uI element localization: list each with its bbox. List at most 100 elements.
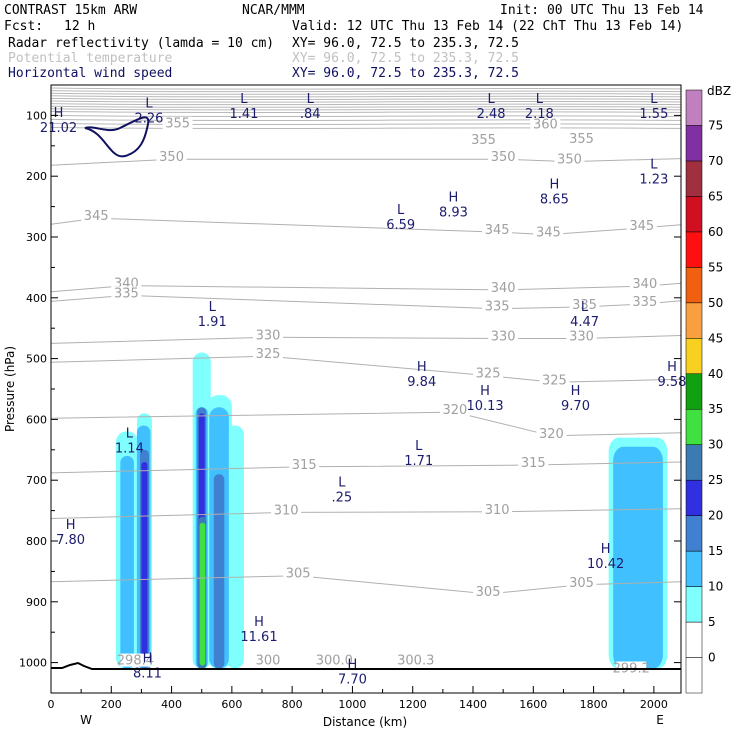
wind-extremum-value: 10.13: [466, 399, 503, 414]
y-tick-label: 700: [26, 474, 47, 487]
theta-label: 320: [443, 403, 468, 418]
wind-extremum-value: 1.91: [198, 315, 227, 330]
wind-extremum-value: 2.18: [525, 107, 554, 122]
wind-extremum-kind: H: [66, 518, 76, 533]
wind-extremum-kind: L: [536, 92, 544, 107]
upper-theta-contour-line: [50, 122, 682, 126]
x-tick-label: 200: [101, 698, 122, 711]
theta-label-mask: [488, 329, 519, 343]
theta-label: 325: [476, 367, 501, 382]
theta-label: 330: [569, 330, 594, 345]
wind-extremum-kind: H: [417, 360, 427, 375]
wind-extremum-kind: L: [650, 157, 658, 172]
theta-label-mask: [473, 584, 504, 598]
colorbar-tick-label: 5: [708, 615, 716, 629]
theta-label-mask: [283, 566, 314, 580]
theta-label-mask: [120, 653, 151, 667]
theta-label: 345: [629, 219, 654, 234]
upper-theta-contour-line: [50, 87, 682, 90]
y-tick-label: 300: [26, 231, 47, 244]
x-tick-label: 400: [161, 698, 182, 711]
theta-label: 345: [84, 209, 109, 224]
terrain-line: [51, 661, 681, 670]
colorbar-segment: [685, 373, 703, 410]
colorbar-segment: [685, 231, 703, 268]
theta-label-mask: [319, 653, 350, 667]
theta-label: 330: [256, 328, 281, 343]
theta-label-mask: [626, 218, 657, 232]
colorbar-segment: [685, 444, 703, 481]
colorbar-tick-label: 55: [708, 260, 723, 274]
x-tick-label: 800: [282, 698, 303, 711]
theta-label-mask: [439, 403, 470, 417]
wind-extremum-kind: L: [415, 439, 423, 454]
y-tick-label: 800: [26, 535, 47, 548]
wind-extremum-value: 21.02: [40, 121, 77, 136]
colorbar-tick-label: 10: [708, 580, 723, 594]
theta-label: 310: [485, 503, 510, 518]
wind-extremum-value: 1.41: [229, 107, 258, 122]
field-name-reflectivity: Radar reflectivity (lamda = 10 cm): [8, 36, 274, 51]
wind-extremum-kind: L: [240, 92, 248, 107]
theta-label-mask: [629, 277, 660, 291]
theta-label-mask: [536, 426, 567, 440]
colorbar-tick-label: 40: [708, 367, 723, 381]
theta-label: 355: [165, 117, 190, 132]
colorbar-tick-label: 0: [708, 651, 716, 665]
jet-wind-contour: [84, 116, 150, 158]
wind-extremum-kind: H: [54, 106, 64, 121]
theta-label: 350: [491, 150, 516, 165]
wind-extremum-kind: H: [667, 360, 677, 375]
theta-label: 340: [632, 277, 657, 292]
model-title: CONTRAST 15km ARW: [4, 3, 137, 18]
upper-theta-contour-line: [50, 110, 682, 114]
east-label: E: [656, 713, 664, 727]
theta-label: 300: [256, 654, 281, 669]
colorbar-tick-label: 20: [708, 509, 723, 523]
theta-label: 305: [476, 585, 501, 600]
theta-labels: 355 360 355 355 350 350 350 345 345 345 345 340 340 3…: [81, 116, 660, 677]
colorbar-segment: [685, 479, 703, 516]
theta-label: 315: [292, 458, 317, 473]
theta-label-mask: [468, 133, 499, 147]
wind-extremum-value: 9.84: [407, 375, 436, 390]
forecast-label: Fcst:: [4, 19, 43, 34]
theta-label: 320: [539, 427, 564, 442]
colorbar-segment: [685, 89, 703, 126]
theta-label: 325: [256, 347, 281, 362]
field-xy-reflectivity: XY= 96.0, 72.5 to 235.3, 72.5: [292, 36, 519, 51]
west-label: W: [80, 713, 92, 727]
x-axis-ticks: 0 200 400 600 800 1000 1200 1400 1600 1800 2000: [48, 686, 668, 711]
colorbar-segment: [685, 338, 703, 375]
theta-label-mask: [162, 116, 193, 130]
theta-label-mask: [539, 373, 570, 387]
theta-label-mask: [530, 117, 561, 131]
wind-extremum-value: 8.11: [133, 667, 162, 682]
wind-extremum-kind: H: [254, 615, 264, 630]
y-tick-label: 900: [26, 596, 47, 609]
theta-label-mask: [488, 150, 519, 164]
theta-contour-line: [50, 411, 682, 437]
theta-label: 360: [533, 117, 558, 132]
x-axis-label: Distance (km): [323, 715, 407, 729]
colorbar-tick-label: 25: [708, 473, 723, 487]
theta-label-mask: [253, 347, 284, 361]
x-tick-label: 1800: [580, 698, 608, 711]
wind-extremum-value: 7.80: [56, 533, 85, 548]
wind-extremum-value: 1.71: [404, 454, 433, 469]
upper-theta-contour-line: [50, 100, 682, 103]
forecast-hour: 12 h: [64, 19, 95, 34]
x-tick-label: 600: [221, 698, 242, 711]
colorbar-unit: dBZ: [707, 84, 731, 98]
field-xy-theta: XY= 96.0, 72.5 to 235.3, 72.5: [292, 51, 519, 66]
colorbar-segment: [685, 302, 703, 339]
theta-label-mask: [566, 575, 597, 589]
wind-extremum-value: 2.26: [134, 111, 163, 126]
theta-label-mask: [81, 209, 112, 223]
theta-label-mask: [533, 225, 564, 239]
colorbar-segment: [685, 408, 703, 445]
theta-label: 310: [274, 503, 299, 518]
reflectivity-cell: [141, 461, 148, 666]
wind-extremum-kind: L: [307, 92, 315, 107]
y-tick-label: 500: [26, 353, 47, 366]
